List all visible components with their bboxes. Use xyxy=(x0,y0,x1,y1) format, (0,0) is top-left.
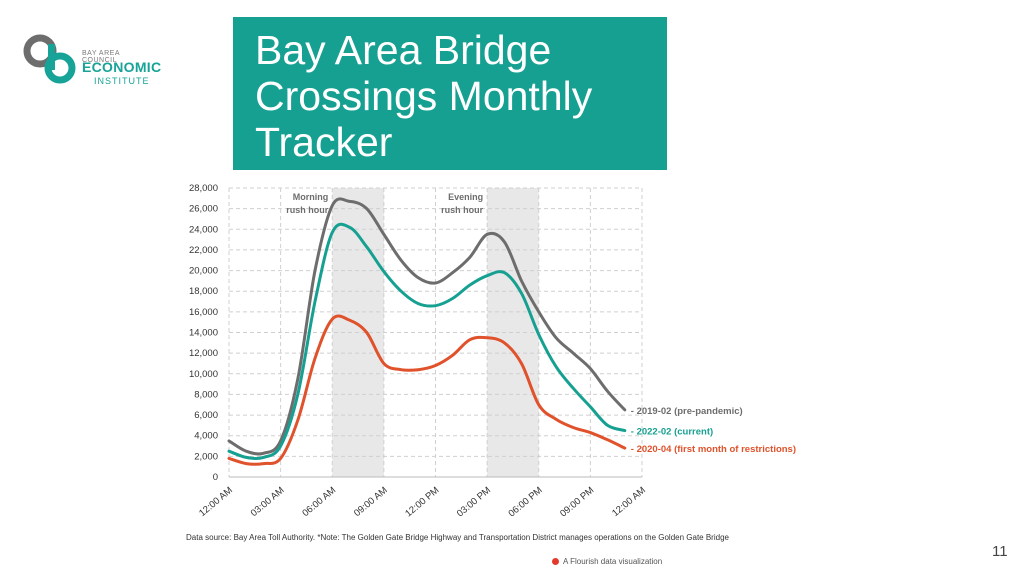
y-tick-label: 8,000 xyxy=(194,389,218,400)
title-line-3: Tracker xyxy=(255,119,393,165)
rush-hour-label: rush hour xyxy=(441,205,483,215)
rush-hour-label: rush hour xyxy=(286,205,328,215)
y-tick-label: 10,000 xyxy=(189,369,218,380)
y-tick-label: 0 xyxy=(213,472,218,483)
y-tick-label: 28,000 xyxy=(189,183,218,194)
x-tick-label: 06:00 PM xyxy=(506,485,544,520)
y-tick-label: 6,000 xyxy=(194,410,218,421)
rush-hour-label: Evening xyxy=(448,192,483,202)
y-tick-label: 20,000 xyxy=(189,266,218,277)
flourish-credit[interactable]: A Flourish data visualization xyxy=(552,557,662,566)
logo-main-text: ECONOMIC xyxy=(82,59,162,75)
x-tick-label: 09:00 AM xyxy=(352,485,390,519)
title-line-2: Crossings Monthly xyxy=(255,73,593,119)
x-tick-label: 09:00 PM xyxy=(558,485,596,520)
flourish-icon xyxy=(552,558,559,565)
flourish-label: A Flourish data visualization xyxy=(563,557,663,566)
y-tick-label: 14,000 xyxy=(189,328,218,339)
x-tick-label: 12:00 AM xyxy=(610,485,648,519)
title-line-1: Bay Area Bridge xyxy=(255,27,552,73)
x-tick-label: 12:00 PM xyxy=(403,485,441,520)
bayarea-council-logo: BAY AREA COUNCIL ECONOMIC INSTITUTE xyxy=(22,26,161,96)
series-line xyxy=(227,222,627,460)
y-tick-label: 18,000 xyxy=(189,286,218,297)
y-tick-label: 16,000 xyxy=(189,307,218,318)
slide-title: Bay Area Bridge Crossings Monthly Tracke… xyxy=(233,17,667,170)
y-tick-label: 22,000 xyxy=(189,245,218,256)
bridge-crossings-chart: 0 2,000 4,000 6,000 8,000 10,000 12,000 14,000 1… xyxy=(170,176,860,532)
logo-small-text: BAY AREA COUNCIL xyxy=(82,50,120,64)
y-tick-label: 2,000 xyxy=(194,451,218,462)
rush-hour-label: Morning xyxy=(293,192,329,202)
x-tick-label: 12:00 AM xyxy=(197,485,235,519)
series-label: - 2020-04 (first month of restrictions) xyxy=(631,444,796,455)
logo-mark-icon xyxy=(23,34,76,84)
series-label: - 2022-02 (current) xyxy=(631,427,713,438)
chart-svg: 0 2,000 4,000 6,000 8,000 10,000 12,000 14,000 1… xyxy=(189,183,796,520)
y-tick-label: 26,000 xyxy=(189,204,218,215)
series-line xyxy=(227,314,627,466)
data-source-footnote: Data source: Bay Area Toll Authority. *N… xyxy=(186,533,729,542)
x-tick-label: 03:00 AM xyxy=(249,485,287,519)
series-line xyxy=(227,197,627,456)
x-tick-label: 06:00 AM xyxy=(300,485,338,519)
x-tick-label: 03:00 PM xyxy=(455,485,493,520)
y-tick-label: 12,000 xyxy=(189,348,218,359)
logo-sub-text: INSTITUTE xyxy=(94,76,150,86)
y-tick-label: 24,000 xyxy=(189,224,218,235)
page-number: 11 xyxy=(992,543,1008,560)
series-label: - 2019-02 (pre-pandemic) xyxy=(631,406,743,417)
y-tick-label: 4,000 xyxy=(194,431,218,442)
